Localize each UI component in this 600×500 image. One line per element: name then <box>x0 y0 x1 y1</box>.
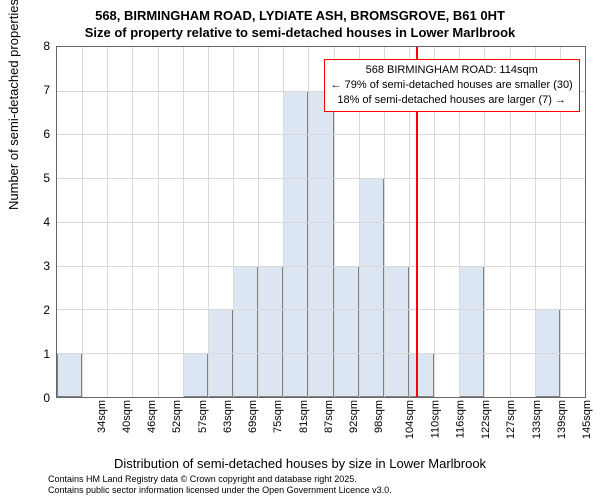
x-tick-label: 87sqm <box>323 400 335 433</box>
bar <box>308 91 333 397</box>
x-tick-label: 69sqm <box>247 400 259 433</box>
x-tick-label: 110sqm <box>429 400 441 438</box>
x-tick-label: 81sqm <box>298 400 310 433</box>
gridline-h <box>57 266 585 267</box>
bar <box>334 266 359 397</box>
chart-container: 568, BIRMINGHAM ROAD, LYDIATE ASH, BROMS… <box>0 0 600 500</box>
x-tick-label: 139sqm <box>556 400 568 439</box>
attribution-line2: Contains public sector information licen… <box>48 485 392 496</box>
x-tick-label: 34sqm <box>96 400 108 433</box>
bar <box>384 266 409 397</box>
gridline-h <box>57 309 585 310</box>
bar <box>233 266 258 397</box>
annotation-line3: 18% of semi-detached houses are larger (… <box>331 93 573 108</box>
y-tick-label: 6 <box>43 127 56 141</box>
gridline-h <box>57 178 585 179</box>
y-tick-label: 4 <box>43 215 56 229</box>
bar <box>258 266 283 397</box>
gridline-h <box>57 353 585 354</box>
bar <box>359 178 384 397</box>
y-axis-label: Number of semi-detached properties <box>6 0 21 210</box>
x-tick-label: 122sqm <box>480 400 492 439</box>
x-tick-label: 104sqm <box>405 400 417 439</box>
bar <box>183 353 208 397</box>
annotation-line1: 568 BIRMINGHAM ROAD: 114sqm <box>331 63 573 78</box>
x-tick-label: 145sqm <box>581 400 593 439</box>
x-tick-label: 46sqm <box>146 400 158 433</box>
gridline-v <box>158 47 159 397</box>
gridline-h <box>57 134 585 135</box>
x-tick-label: 133sqm <box>531 400 543 439</box>
y-tick-label: 1 <box>43 347 56 361</box>
title-line1: 568, BIRMINGHAM ROAD, LYDIATE ASH, BROMS… <box>8 8 592 25</box>
gridline-v <box>233 47 234 397</box>
attribution-line1: Contains HM Land Registry data © Crown c… <box>48 474 392 485</box>
annotation-box: 568 BIRMINGHAM ROAD: 114sqm ← 79% of sem… <box>324 59 580 112</box>
bar <box>283 91 308 397</box>
x-tick-label: 98sqm <box>373 400 385 433</box>
bar <box>459 266 484 397</box>
y-tick-label: 0 <box>43 391 56 405</box>
y-tick-label: 3 <box>43 259 56 273</box>
chart-title: 568, BIRMINGHAM ROAD, LYDIATE ASH, BROMS… <box>8 8 592 42</box>
x-tick-label: 40sqm <box>121 400 133 433</box>
title-line2: Size of property relative to semi-detach… <box>8 25 592 42</box>
y-tick-label: 5 <box>43 171 56 185</box>
gridline-v <box>258 47 259 397</box>
x-tick-label: 52sqm <box>171 400 183 433</box>
x-axis-label: Distribution of semi-detached houses by … <box>8 456 592 471</box>
attribution: Contains HM Land Registry data © Crown c… <box>48 474 392 496</box>
x-tick-label: 92sqm <box>348 400 360 433</box>
y-tick-label: 7 <box>43 83 56 97</box>
x-tick-label: 63sqm <box>222 400 234 433</box>
x-tick-label: 116sqm <box>454 400 466 438</box>
y-tick-label: 8 <box>43 39 56 53</box>
gridline-v <box>208 47 209 397</box>
gridline-v <box>107 47 108 397</box>
gridline-v <box>183 47 184 397</box>
x-ticks: 34sqm 40sqm 46sqm 52sqm 57sqm 63sqm 69sqm 75sqm… <box>56 398 586 454</box>
x-tick-label: 127sqm <box>506 400 518 439</box>
gridline-v <box>283 47 284 397</box>
gridline-h <box>57 222 585 223</box>
annotation-line2: ← 79% of semi-detached houses are smalle… <box>331 78 573 93</box>
x-tick-label: 75sqm <box>272 400 284 433</box>
x-tick-label: 57sqm <box>197 400 209 433</box>
gridline-v <box>82 47 83 397</box>
bar <box>409 353 434 397</box>
gridline-v <box>308 47 309 397</box>
y-tick-label: 2 <box>43 303 56 317</box>
plot-area: 568 BIRMINGHAM ROAD: 114sqm ← 79% of sem… <box>56 46 586 398</box>
gridline-v <box>132 47 133 397</box>
bar <box>57 353 82 397</box>
plot-wrapper: 568 BIRMINGHAM ROAD: 114sqm ← 79% of sem… <box>56 46 586 398</box>
